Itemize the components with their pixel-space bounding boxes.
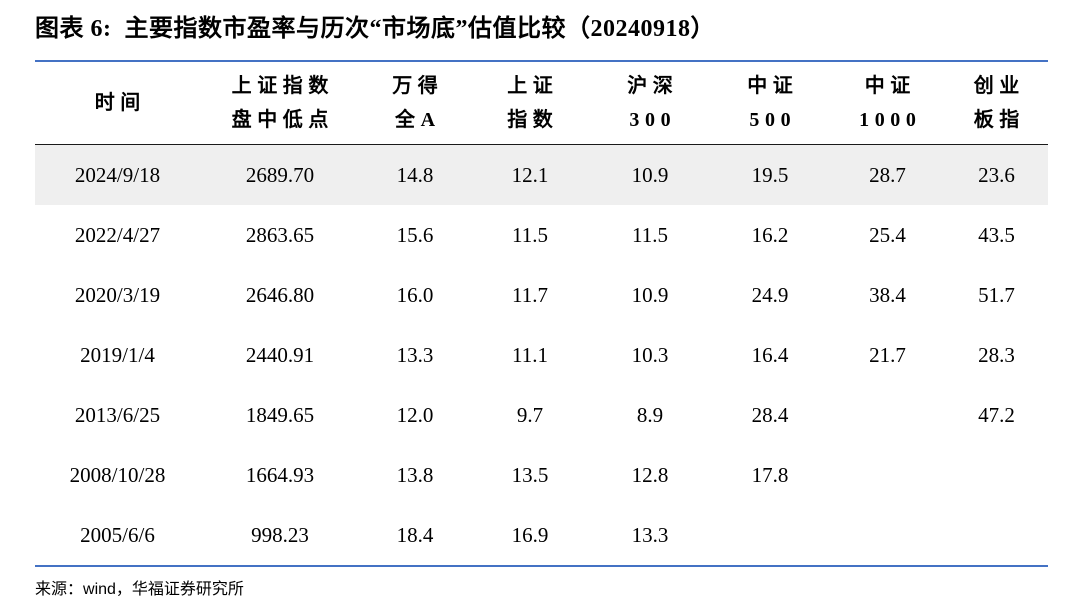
value-cell: 9.7	[516, 402, 544, 427]
value-cell: 13.5	[511, 462, 549, 487]
value-cell	[945, 505, 1048, 566]
date-cell: 2008/10/28	[69, 462, 166, 487]
col-header-line2: 500	[749, 109, 797, 131]
value-cell: 28.7	[869, 162, 906, 187]
col-header-line1: 万得	[392, 75, 444, 97]
value-cell: 1664.93	[245, 462, 315, 487]
pe-comparison-table: 时间 上证指数 盘中低点 万得 全A 上证 指数 沪深 300	[35, 60, 1048, 567]
value-cell: 2646.80	[245, 282, 315, 307]
col-header-line1: 上证指数	[231, 75, 334, 97]
value-cell: 12.8	[631, 462, 669, 487]
date-cell: 2019/1/4	[80, 342, 155, 367]
col-header-line2: 1000	[859, 109, 922, 131]
table-row: 2024/9/18 2689.70 14.8 12.1 10.9 19.5 28…	[35, 144, 1048, 205]
value-cell: 16.2	[751, 222, 789, 247]
value-cell: 19.5	[751, 162, 789, 187]
col-header-line1: 中证	[864, 75, 916, 97]
value-cell: 25.4	[869, 222, 906, 247]
col-header-line2: 盘中低点	[231, 109, 334, 131]
value-cell: 2440.91	[245, 342, 315, 367]
value-cell: 13.3	[396, 342, 434, 367]
col-header-line1: 沪深	[627, 75, 679, 97]
value-cell: 51.7	[978, 282, 1015, 307]
value-cell	[830, 445, 945, 505]
value-cell: 998.23	[251, 522, 309, 547]
source-prefix: 来源：	[35, 581, 84, 598]
figure-title: 图表 6: 主要指数市盈率与历次“市场底”估值比较（20240918）	[35, 16, 715, 42]
value-cell	[710, 505, 830, 566]
source-suffix: ，华福证券研究所	[115, 581, 244, 598]
col-header-sse-intraday-low: 上证指数 盘中低点	[200, 61, 360, 145]
table-row: 2019/1/4 2440.91 13.3 11.1 10.3 16.4 21.…	[35, 325, 1048, 385]
value-cell: 11.1	[512, 342, 548, 367]
value-cell: 8.9	[636, 402, 664, 427]
table-row: 2013/6/25 1849.65 12.0 9.7 8.9 28.4 47.2	[35, 385, 1048, 445]
value-cell: 12.1	[511, 162, 549, 187]
table-row: 2020/3/19 2646.80 16.0 11.7 10.9 24.9 38…	[35, 265, 1048, 325]
table-row: 2022/4/27 2863.65 15.6 11.5 11.5 16.2 25…	[35, 205, 1048, 265]
date-cell: 2022/4/27	[74, 222, 161, 247]
value-cell: 24.9	[751, 282, 789, 307]
value-cell: 10.9	[631, 162, 669, 187]
col-header-line1: 时间	[94, 92, 146, 114]
value-cell: 10.9	[631, 282, 669, 307]
value-cell: 16.0	[396, 282, 434, 307]
col-header-line1: 中证	[747, 75, 799, 97]
value-cell: 23.6	[978, 162, 1015, 187]
col-header-line2: 指数	[507, 109, 559, 131]
value-cell	[830, 385, 945, 445]
col-header-csi1000: 中证 1000	[830, 61, 945, 145]
value-cell: 18.4	[396, 522, 434, 547]
date-cell: 2020/3/19	[74, 282, 161, 307]
value-cell: 14.8	[396, 162, 434, 187]
source-note: 来源：wind，华福证券研究所	[35, 579, 1048, 601]
date-cell: 2024/9/18	[74, 162, 161, 187]
value-cell: 21.7	[869, 342, 906, 367]
table-row: 2008/10/28 1664.93 13.8 13.5 12.8 17.8	[35, 445, 1048, 505]
date-cell: 2013/6/25	[74, 402, 161, 427]
value-cell: 11.5	[512, 222, 548, 247]
value-cell: 2863.65	[245, 222, 315, 247]
value-cell: 13.3	[631, 522, 669, 547]
col-header-csi300: 沪深 300	[590, 61, 710, 145]
col-header-line1: 创业	[973, 75, 1025, 97]
value-cell: 15.6	[396, 222, 434, 247]
value-cell: 28.4	[751, 402, 789, 427]
value-cell	[945, 445, 1048, 505]
value-cell: 12.0	[396, 402, 434, 427]
col-header-csi500: 中证 500	[710, 61, 830, 145]
value-cell: 16.9	[511, 522, 549, 547]
col-header-sse-index: 上证 指数	[470, 61, 590, 145]
value-cell: 10.3	[631, 342, 669, 367]
col-header-time: 时间	[35, 61, 200, 145]
value-cell: 13.8	[396, 462, 434, 487]
header-row: 时间 上证指数 盘中低点 万得 全A 上证 指数 沪深 300	[35, 61, 1048, 145]
value-cell: 11.7	[512, 282, 548, 307]
value-cell: 47.2	[978, 402, 1015, 427]
col-header-line2: 300	[629, 109, 677, 131]
date-cell: 2005/6/6	[80, 522, 155, 547]
col-header-line1: 上证	[507, 75, 559, 97]
value-cell: 16.4	[751, 342, 789, 367]
value-cell: 1849.65	[245, 402, 315, 427]
col-header-line2: 板指	[973, 109, 1025, 131]
table-row: 2005/6/6 998.23 18.4 16.9 13.3	[35, 505, 1048, 566]
value-cell: 28.3	[978, 342, 1015, 367]
value-cell	[830, 505, 945, 566]
col-header-line2: 全A	[394, 109, 441, 131]
value-cell: 38.4	[869, 282, 906, 307]
table-body: 2024/9/18 2689.70 14.8 12.1 10.9 19.5 28…	[35, 144, 1048, 567]
value-cell: 2689.70	[245, 162, 315, 187]
value-cell: 11.5	[632, 222, 668, 247]
source-vendor: wind	[83, 581, 116, 598]
col-header-wind-all-a: 万得 全A	[360, 61, 470, 145]
col-header-chinext: 创业 板指	[945, 61, 1048, 145]
value-cell: 17.8	[751, 462, 789, 487]
table-header: 时间 上证指数 盘中低点 万得 全A 上证 指数 沪深 300	[35, 61, 1048, 145]
value-cell: 43.5	[978, 222, 1015, 247]
